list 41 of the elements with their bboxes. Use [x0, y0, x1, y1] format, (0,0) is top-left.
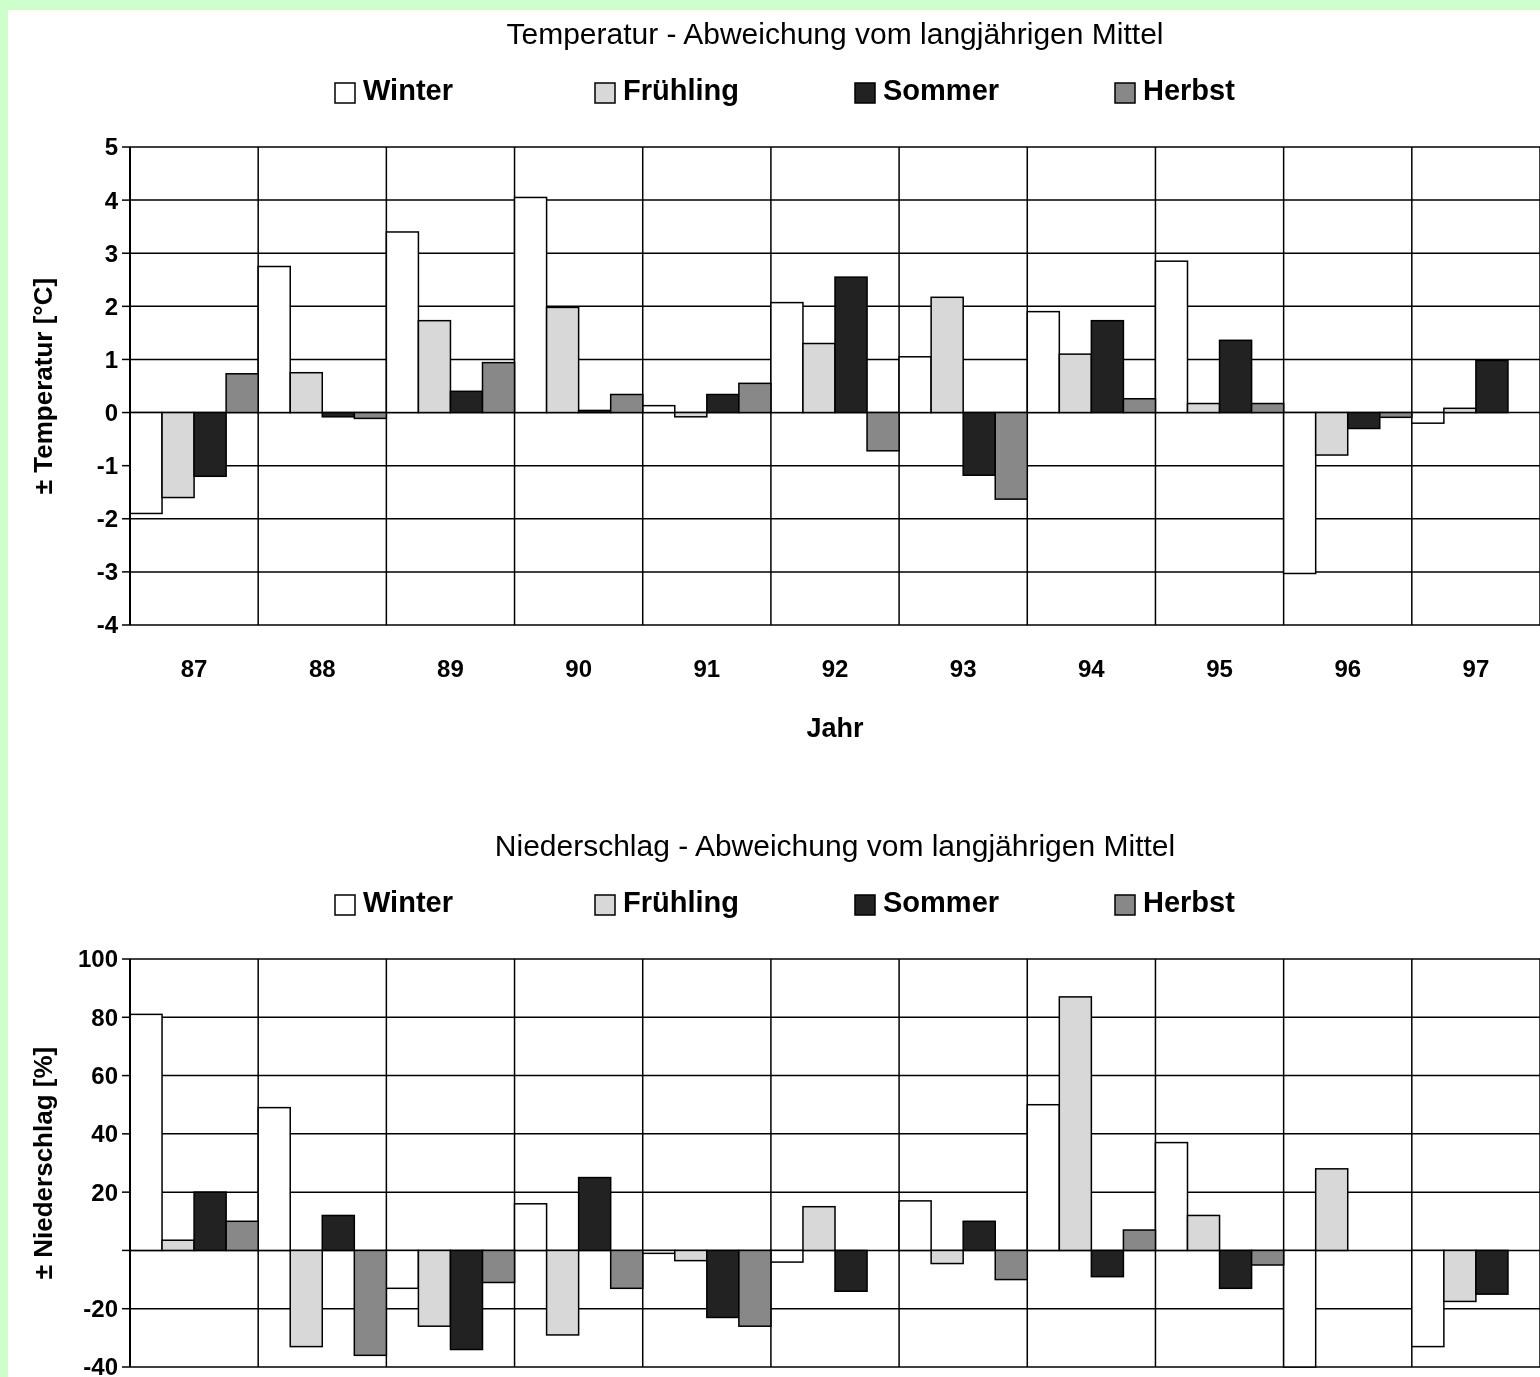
- legend-label: Winter: [363, 74, 453, 106]
- x-tick-label: 93: [949, 655, 977, 682]
- x-tick-label: 87: [180, 655, 208, 682]
- y-tick-label: 0: [104, 398, 118, 426]
- legend-label: Sommer: [883, 886, 1000, 918]
- y-tick-label: 1: [104, 345, 118, 373]
- y-tick-label: 20: [91, 1178, 118, 1206]
- y-axis-title: ± Temperatur [°C]: [28, 277, 58, 495]
- y-tick-label: -3: [96, 558, 118, 586]
- x-tick-label: 92: [821, 655, 849, 682]
- legend-label: Herbst: [1143, 886, 1236, 918]
- x-tick-label: 88: [308, 655, 336, 682]
- x-tick-label: 95: [1206, 655, 1233, 682]
- x-tick-label: 96: [1334, 655, 1362, 682]
- y-tick-label: 5: [104, 133, 118, 161]
- y-tick-label: 2: [104, 292, 118, 320]
- x-tick-label: 94: [1078, 655, 1106, 682]
- y-tick-label: -2: [96, 505, 118, 533]
- legend-label: Herbst: [1143, 74, 1236, 106]
- legend-label: Frühling: [623, 886, 739, 918]
- y-tick-label: 60: [91, 1061, 118, 1089]
- y-tick-label: 80: [91, 1003, 118, 1031]
- x-tick-label: 89: [437, 655, 464, 682]
- x-tick-label: 97: [1462, 655, 1490, 682]
- chart-title: Temperatur - Abweichung vom langjährigen Mittel: [506, 17, 1164, 50]
- legend-label: Frühling: [623, 74, 739, 106]
- y-tick-label: 4: [104, 186, 119, 214]
- x-tick-label: 90: [565, 655, 592, 682]
- x-axis-title: Jahr: [806, 713, 864, 743]
- y-tick-label: 100: [77, 945, 118, 973]
- y-tick-label: 3: [104, 239, 118, 267]
- chart-title: Niederschlag - Abweichung vom langjährigen Mittel: [494, 829, 1176, 862]
- y-tick-label: -1: [96, 452, 118, 480]
- y-tick-label: -4: [96, 611, 119, 639]
- legend-label: Winter: [363, 886, 453, 918]
- y-tick-label: -20: [83, 1295, 118, 1323]
- legend-label: Sommer: [883, 74, 1000, 106]
- y-tick-label: -40: [83, 1353, 118, 1377]
- y-tick-label: 40: [91, 1120, 118, 1148]
- y-axis-title: ± Niederschlag [%]: [28, 1046, 58, 1280]
- x-tick-label: 91: [693, 655, 721, 682]
